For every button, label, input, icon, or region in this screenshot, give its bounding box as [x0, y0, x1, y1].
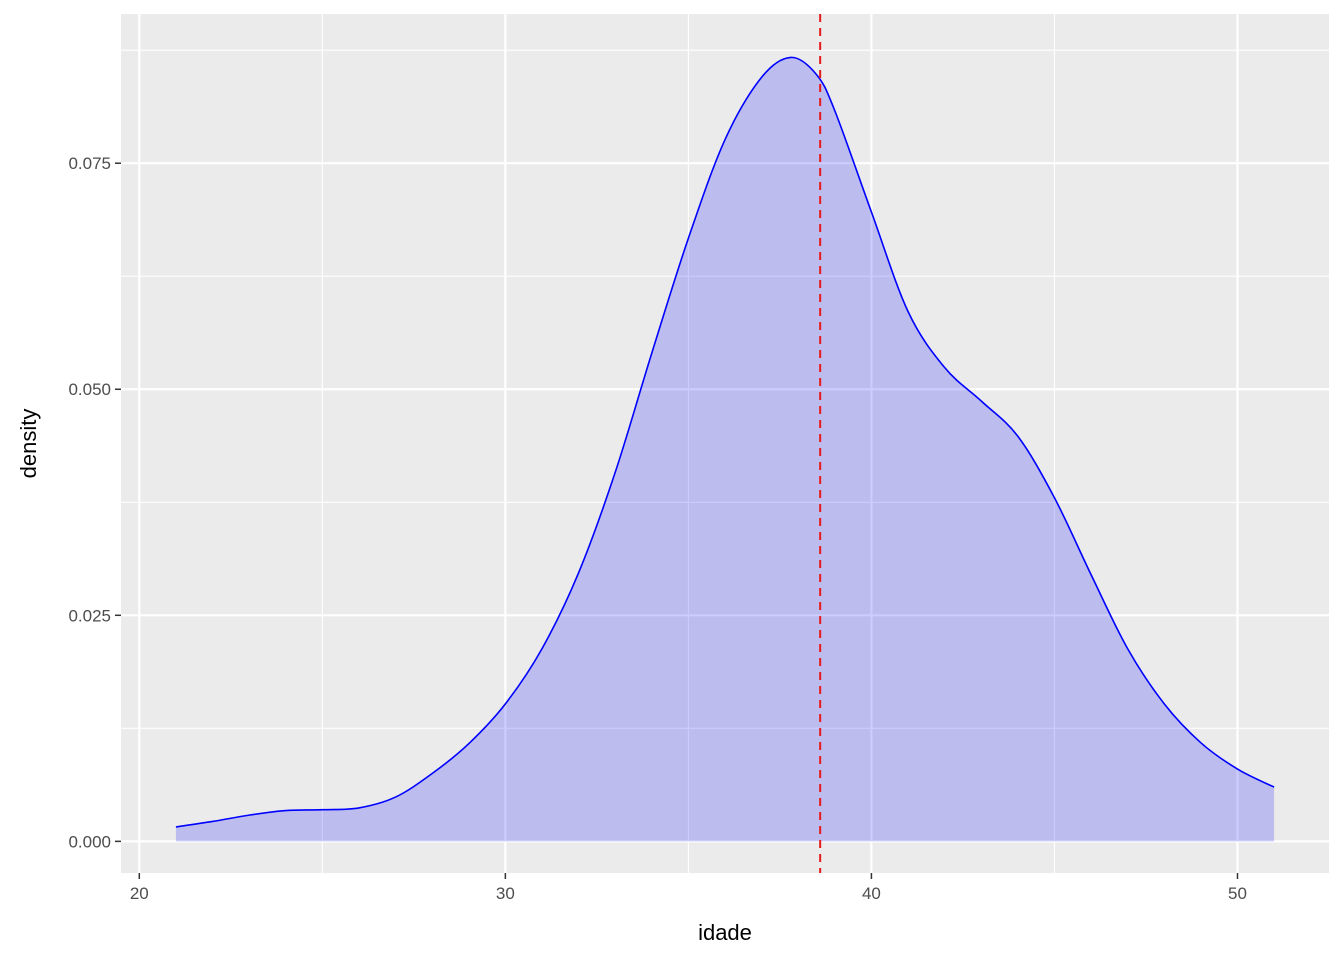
x-axis-title: idade [698, 920, 752, 945]
y-tick-label: 0.050 [68, 380, 111, 399]
y-axis: 0.000 0.025 0.050 0.075 [68, 154, 121, 851]
minor-gridlines [121, 14, 1329, 873]
y-tick-label: 0.000 [68, 832, 111, 851]
x-tick-label: 20 [130, 884, 149, 903]
series-layer [175, 56, 1275, 842]
x-axis: 20 30 40 50 [130, 873, 1247, 903]
y-tick-label: 0.075 [68, 154, 111, 173]
density-area-fill [175, 57, 1275, 842]
y-axis-title: density [16, 409, 41, 479]
y-tick-label: 0.025 [68, 606, 111, 625]
density-curve-line [175, 56, 1275, 828]
x-tick-label: 40 [862, 884, 881, 903]
x-tick-label: 30 [496, 884, 515, 903]
major-gridlines [121, 14, 1329, 873]
x-tick-label: 50 [1228, 884, 1247, 903]
